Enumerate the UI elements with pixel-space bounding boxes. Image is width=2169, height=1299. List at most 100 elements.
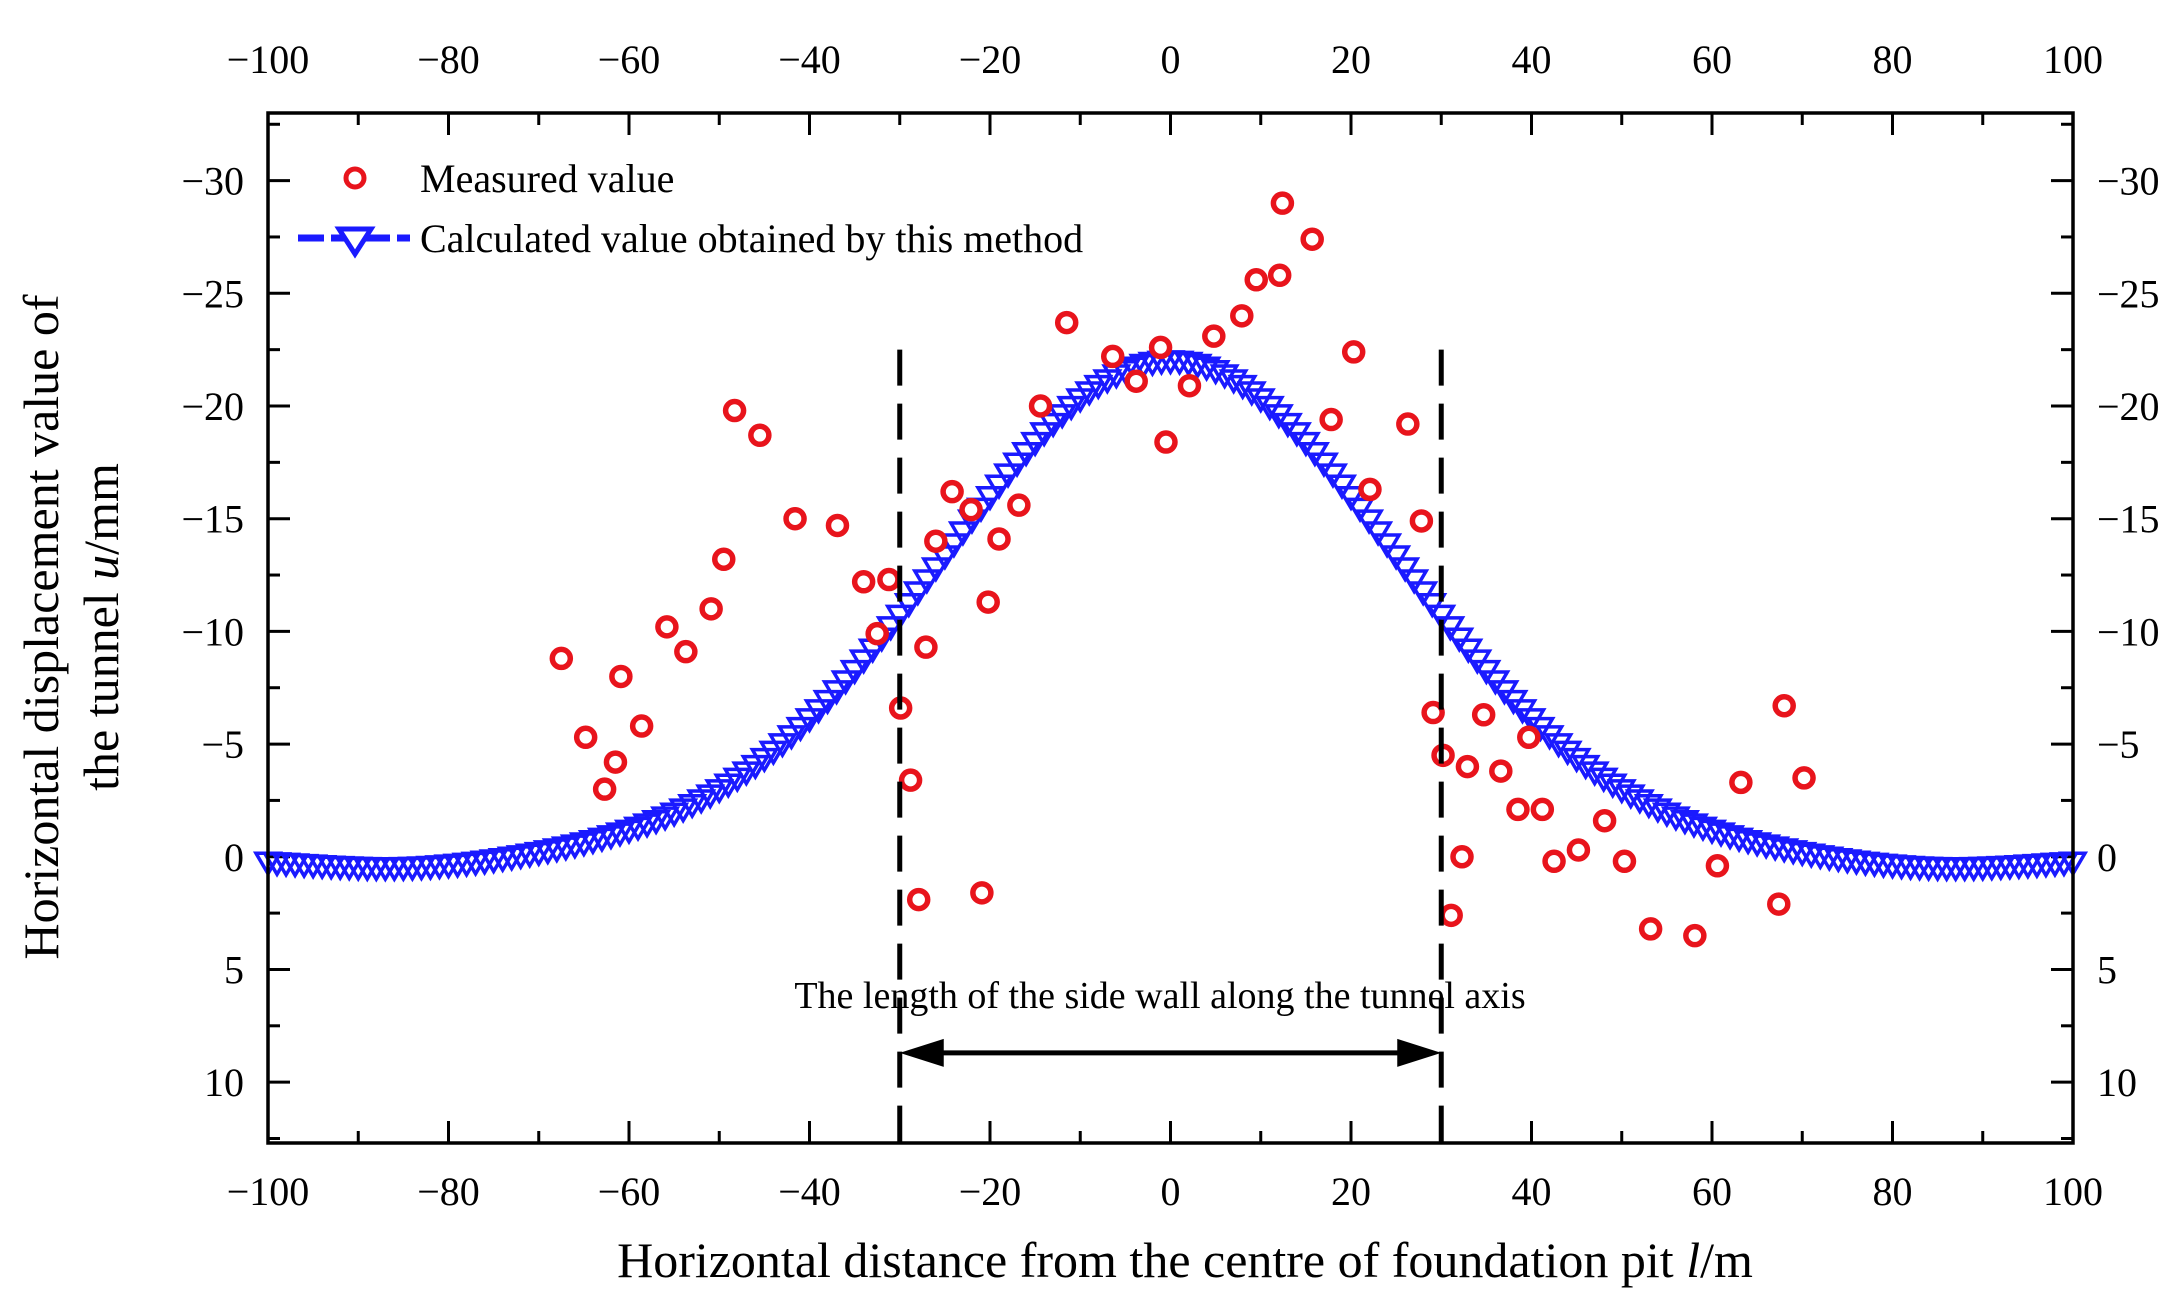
measured-point: [987, 527, 1011, 551]
measured-point: [609, 664, 633, 689]
x-axis-title: Horizontal distance from the centre of f…: [617, 1232, 1753, 1288]
calculated-point: [884, 604, 915, 631]
measured-point: [1683, 923, 1707, 948]
annotation-layer: [897, 349, 1444, 1143]
y-tick-label-right: −30: [2097, 159, 2160, 204]
calculated-point: [1579, 761, 1610, 788]
y-tick-label-left: −30: [181, 159, 244, 204]
measured-point: [924, 529, 948, 553]
calculated-point: [1769, 838, 1800, 864]
calculated-point: [902, 581, 933, 607]
calculated-point: [1002, 452, 1033, 479]
calculated-point: [1038, 412, 1069, 439]
measured-point: [851, 570, 876, 594]
calculated-point: [1742, 832, 1773, 858]
x-tick-label-bottom: 60: [1692, 1169, 1732, 1214]
measured-point: [592, 777, 617, 801]
calculated-point: [1236, 381, 1267, 407]
calculated-point: [1714, 825, 1746, 851]
axis-ticks: [266, 113, 2075, 1143]
measured-point: [1154, 430, 1178, 454]
calculated-point: [983, 474, 1015, 501]
calculated-point: [1173, 351, 1204, 378]
calculated-point: [1381, 545, 1412, 571]
calculated-point: [1011, 441, 1042, 468]
x-tick-label-top: −100: [227, 37, 310, 82]
measured-point: [1772, 694, 1796, 718]
measured-point: [1450, 845, 1474, 869]
x-tick-label-bottom: −100: [227, 1169, 310, 1214]
measured-point: [1100, 344, 1125, 369]
measured-point: [1300, 227, 1324, 251]
x-tick-label-bottom: 80: [1873, 1169, 1913, 1214]
y-tick-label-right: −20: [2097, 384, 2160, 429]
measured-point: [1409, 509, 1434, 533]
calculated-point: [1678, 813, 1710, 839]
x-tick-label-top: −40: [778, 37, 841, 82]
calculated-point: [1182, 353, 1213, 380]
measured-point: [1542, 849, 1566, 874]
calculated-point: [1733, 829, 1764, 856]
calculated-point: [821, 680, 852, 706]
measured-point: [825, 513, 850, 538]
measured-point: [906, 887, 931, 912]
measured-point: [959, 497, 983, 522]
y-tick-label-left: −5: [201, 722, 244, 767]
measured-point: [1396, 412, 1420, 436]
measured-point: [1148, 335, 1173, 360]
y-axis-title-line2: the tunnel u/mm: [73, 463, 129, 791]
measured-point: [655, 615, 679, 639]
measured-point: [1489, 759, 1513, 783]
measured-point: [1319, 407, 1343, 432]
measured-point: [1638, 917, 1663, 941]
calculated-point: [830, 670, 861, 696]
measured-point: [712, 547, 736, 572]
measured-point: [1517, 725, 1541, 750]
legend-measured-label: Measured value: [420, 156, 674, 201]
y-tick-label-right: −5: [2097, 722, 2140, 767]
measured-point: [1230, 304, 1254, 328]
calculated-point: [911, 569, 942, 595]
y-axis-title-line1: Horizontal displacement value of: [13, 294, 69, 959]
measured-point: [1270, 191, 1295, 215]
measured-point: [629, 714, 654, 738]
x-tick-label-bottom: −80: [417, 1169, 480, 1214]
measured-point: [1244, 268, 1268, 292]
y-tick-label-left: −20: [181, 384, 244, 429]
calculated-point: [893, 592, 924, 619]
y-tick-label-left: 10: [204, 1060, 244, 1105]
measured-point: [1566, 838, 1591, 862]
calculated-point: [1760, 836, 1791, 862]
calculated-point: [974, 485, 1006, 512]
calculated-point: [1227, 374, 1258, 401]
calculated-point: [1254, 395, 1285, 422]
y-tick-label-left: 5: [224, 947, 244, 992]
calculated-point: [1570, 754, 1601, 781]
annotation-text: The length of the side wall along the tu…: [794, 975, 1525, 1017]
y-tick-label-right: −10: [2097, 609, 2160, 654]
x-tick-label-top: 100: [2043, 37, 2103, 82]
measured-point: [549, 646, 574, 671]
measured-point: [1592, 808, 1617, 833]
measured-point: [898, 768, 923, 792]
y-tick-label-left: −25: [181, 271, 244, 316]
x-tick-label-bottom: −20: [959, 1169, 1022, 1214]
plot-frame: [266, 111, 2075, 1145]
measured-point: [1007, 493, 1031, 517]
measured-point: [603, 750, 628, 774]
calculated-point: [1363, 521, 1394, 547]
calculated-point: [848, 649, 879, 675]
y-tick-label-left: −10: [181, 609, 244, 654]
measured-point: [1612, 849, 1637, 874]
measured-point: [940, 479, 964, 504]
legend-calculated-marker: [334, 226, 376, 259]
y-tick-label-right: 5: [2097, 947, 2117, 992]
calculated-point: [1669, 809, 1700, 836]
x-tick-label-top: 80: [1873, 37, 1913, 82]
measured-point: [1439, 903, 1463, 928]
calculated-point: [1561, 747, 1592, 774]
calculated-point: [1245, 388, 1276, 414]
calculated-point: [1696, 819, 1728, 846]
measured-point: [1341, 340, 1366, 364]
measured-point: [674, 639, 698, 664]
